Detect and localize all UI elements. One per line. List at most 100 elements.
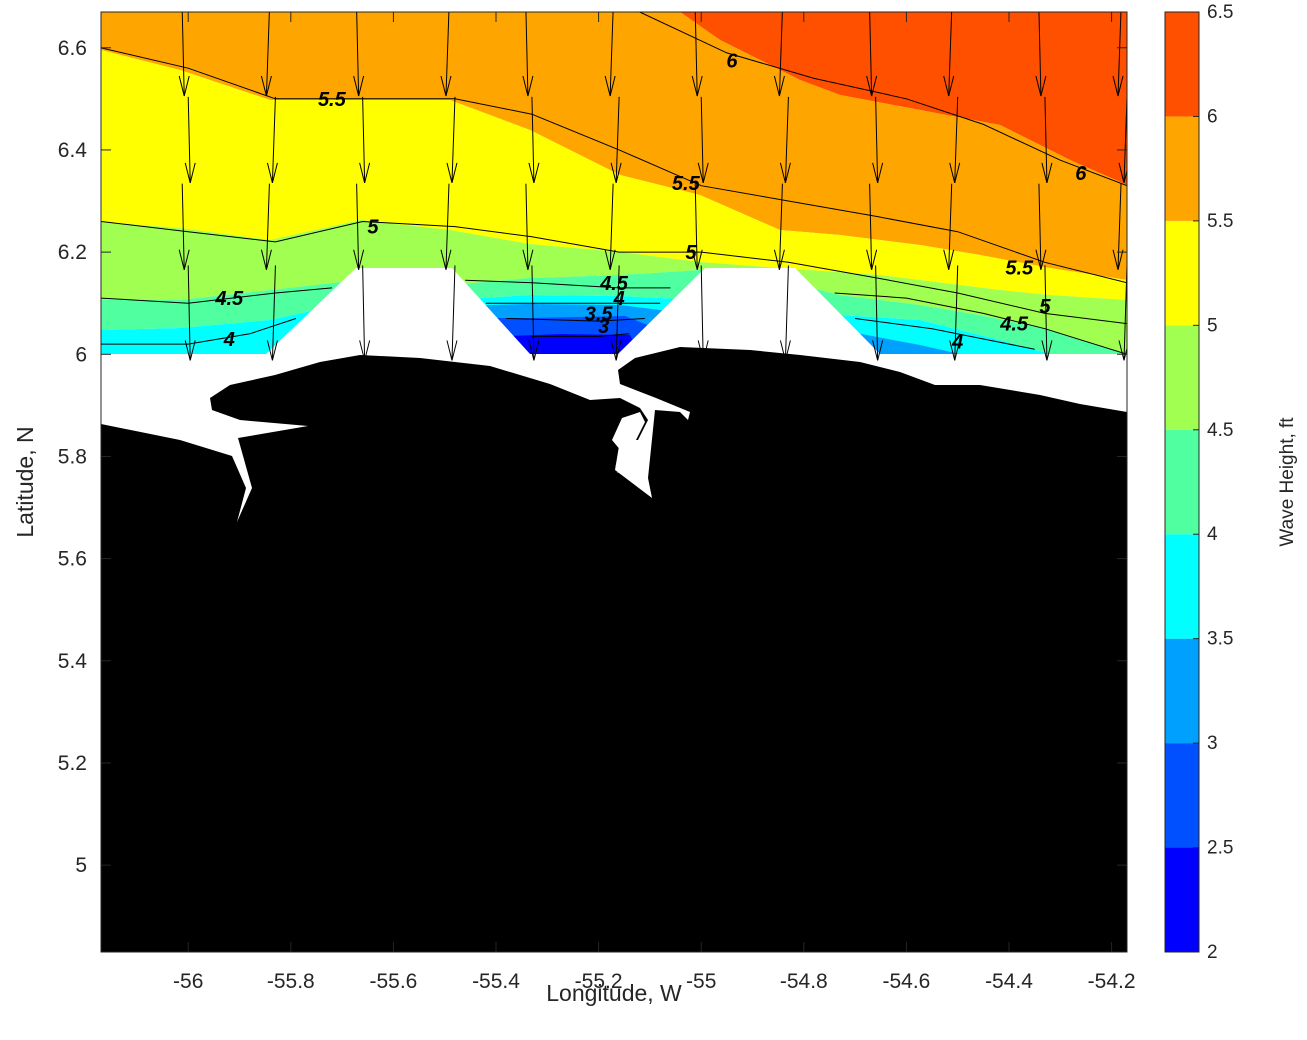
colorbar-tick-label-9: 6.5: [1207, 2, 1233, 23]
colorbar-tick-label-4: 4: [1207, 524, 1218, 545]
arrow-3: [440, 12, 452, 97]
x-tick-label-8: -54.4: [985, 970, 1033, 993]
y-tick-label-2: 5.4: [58, 650, 88, 673]
contour-label-5: 5: [367, 217, 379, 239]
arrow-30: [691, 183, 703, 270]
colorbar-segment-6: [1165, 220, 1199, 326]
x-axis: -56 -55.8 -55.6 -55.4 -55.2 -55 -54.8 -54.6 -54.…: [173, 12, 1136, 993]
contour-line-4_5-4: [465, 279, 671, 289]
y-axis: 5 5.2 5.4 5.6 5.8 6 6.2 6.4 6.6: [58, 37, 1127, 877]
arrow-38: [359, 265, 371, 361]
colorbar-segment-5: [1165, 325, 1199, 430]
y-tick-label-0: 5: [75, 854, 87, 877]
colorbar-segment-8: [1165, 12, 1199, 117]
arrow-35: [1112, 183, 1124, 270]
arrow-32: [866, 183, 878, 270]
arrow-36: [184, 265, 196, 361]
arrow-31: [773, 183, 785, 270]
arrow-4: [522, 12, 534, 97]
contour-label-10: 4.5: [999, 314, 1029, 336]
arrow-20: [872, 96, 884, 183]
y-tick-label-5: 6: [75, 343, 87, 366]
arrow-0: [178, 12, 190, 97]
arrow-1: [260, 12, 272, 97]
arrow-8: [866, 12, 878, 97]
arrow-26: [353, 183, 365, 270]
land-mass: [101, 347, 1127, 952]
contour-label-15: 3: [598, 316, 609, 338]
x-tick-label-3: -55.4: [472, 970, 520, 993]
arrow-33: [943, 183, 955, 270]
arrow-28: [522, 183, 534, 270]
contour-label-13: 4: [951, 332, 963, 354]
colorbar-tick-label-7: 5.5: [1207, 211, 1233, 232]
contour-label-12: 4: [613, 288, 625, 310]
arrow-11: [1112, 12, 1124, 97]
colorbar: 2 2.5 3 3.5 4 4.5 5 5.5 6 6.5: [1164, 2, 1233, 963]
arrow-37: [266, 265, 278, 361]
arrow-19: [779, 96, 791, 183]
contour-line-4-6: [101, 318, 297, 345]
colorbar-tick-label-0: 2: [1207, 942, 1218, 963]
contour-line-3-10: [531, 333, 630, 337]
colorbar-segment-1: [1165, 743, 1199, 848]
colorbar-tick-label-1: 2.5: [1207, 838, 1233, 859]
colorbar-tick-label-3: 3.5: [1207, 629, 1233, 650]
plot-frame: [100, 11, 1128, 953]
x-tick-label-6: -54.8: [780, 970, 828, 993]
colorbar-segment-7: [1165, 116, 1199, 221]
contour-line-3_5-9: [506, 318, 645, 322]
x-tick-label-9: -54.2: [1088, 970, 1136, 993]
y-axis-label: Latitude, N: [12, 426, 38, 537]
contour-label-4: 5.5: [1005, 257, 1034, 279]
arrow-22: [1041, 96, 1053, 183]
y-tick-label-7: 6.4: [58, 139, 88, 162]
contour-label-6: 5: [685, 242, 697, 264]
river-channel: [612, 412, 648, 494]
x-tick-label-0: -56: [173, 970, 203, 993]
x-tick-label-2: -55.6: [369, 970, 417, 993]
x-tick-label-7: -54.6: [882, 970, 930, 993]
y-tick-label-6: 6.2: [58, 241, 87, 264]
contour-line-4_5-3: [101, 287, 332, 304]
arrow-10: [1035, 12, 1047, 97]
contour-label-0: 6: [726, 51, 738, 73]
arrow-43: [779, 265, 791, 361]
arrow-17: [610, 96, 622, 183]
arrow-2: [353, 12, 365, 97]
arrow-15: [446, 96, 458, 183]
arrow-13: [266, 96, 278, 183]
arrow-41: [610, 265, 622, 361]
contour-label-1: 6: [1075, 163, 1087, 185]
contour-label-3: 5.5: [672, 173, 701, 195]
arrow-9: [943, 12, 955, 97]
contour-line-4_5-5: [834, 292, 1127, 355]
arrow-45: [949, 265, 961, 361]
arrow-29: [604, 183, 616, 270]
contour-label-2: 5.5: [318, 89, 347, 111]
x-axis-label: Longitude, W: [546, 980, 682, 1006]
x-tick-label-5: -55: [686, 970, 716, 993]
band-2-2.5: [500, 334, 640, 354]
colorbar-segment-3: [1165, 534, 1199, 639]
no-data-notch-east: [618, 268, 880, 354]
contour-label-11: 4: [223, 329, 235, 351]
contour-line-4-8: [855, 318, 1035, 350]
arrow-39: [446, 265, 458, 361]
arrow-6: [691, 12, 703, 97]
arrow-16: [528, 96, 540, 183]
arrow-14: [359, 96, 371, 183]
arrow-5: [604, 12, 616, 97]
y-tick-label-1: 5.2: [58, 752, 87, 775]
contour-label-7: 5: [1039, 296, 1051, 318]
arrow-27: [440, 183, 452, 270]
arrow-44: [872, 265, 884, 361]
x-tick-label-1: -55.8: [267, 970, 315, 993]
arrow-21: [949, 96, 961, 183]
arrow-12: [184, 96, 196, 183]
wave-direction-arrows: [178, 12, 1127, 361]
y-tick-label-4: 5.8: [58, 445, 87, 468]
